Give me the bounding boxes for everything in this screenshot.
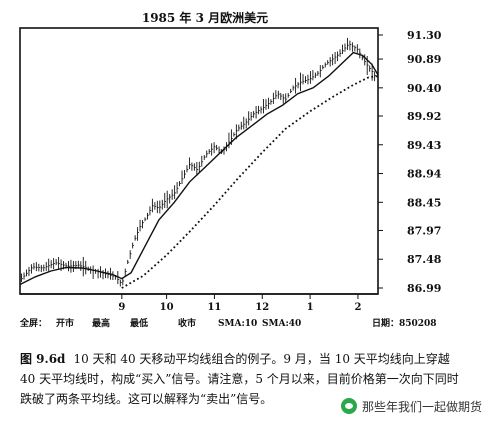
series-sma10-line bbox=[19, 51, 379, 286]
legend-sma10: SMA:10 bbox=[218, 319, 257, 329]
y-tick-label: 90.40 bbox=[407, 82, 442, 95]
date-label: 日期：850208 bbox=[372, 317, 437, 329]
plot-frame bbox=[19, 27, 379, 295]
y-tick-label: 90.89 bbox=[407, 53, 441, 66]
x-tick-label: 1 bbox=[307, 302, 314, 313]
y-tick-label: 89.92 bbox=[407, 110, 441, 123]
legend-high: 最高 bbox=[92, 317, 110, 329]
y-tick-label: 87.48 bbox=[407, 253, 442, 266]
y-tick-label: 89.43 bbox=[407, 139, 441, 152]
x-tick-label: 12 bbox=[255, 302, 269, 313]
legend-open: 开市 bbox=[56, 317, 74, 329]
x-tick-label: 9 bbox=[118, 302, 125, 313]
legend-low: 最低 bbox=[130, 317, 148, 329]
figure-caption: 图 9.6d 10 天和 40 天移动平均线组合的例子。9 月，当 10 天平均线… bbox=[20, 349, 465, 409]
legend-sma40: SMA:40 bbox=[262, 319, 301, 329]
watermark: 那些年我们一起做期货 bbox=[336, 395, 486, 417]
legend-fullscreen: 全屏： bbox=[19, 317, 47, 329]
chart-title: 1985 年 3 月欧洲美元 bbox=[142, 10, 268, 25]
x-tick-label: 2 bbox=[354, 302, 361, 313]
x-axis-ticks: 9 10 11 12 1 2 bbox=[118, 294, 361, 313]
watermark-text: 那些年我们一起做期货 bbox=[361, 399, 482, 414]
y-tick-label: 88.94 bbox=[407, 168, 442, 181]
y-tick-label: 87.97 bbox=[407, 224, 441, 237]
price-bars bbox=[21, 37, 377, 287]
y-axis-ticks: 91.30 90.89 90.40 89.92 89.43 88.94 88.45 87.97… bbox=[378, 29, 442, 295]
wechat-logo-icon bbox=[340, 398, 357, 414]
caption-figure-label: 图 9.6d bbox=[20, 352, 66, 366]
chart: 1985 年 3 月欧洲美元 91.30 90.89 90.40 89.92 89.43… bbox=[19, 10, 442, 329]
series-sma40-line bbox=[121, 75, 379, 289]
x-tick-label: 11 bbox=[207, 302, 221, 313]
caption-text: 10 天和 40 天移动平均线组合的例子。9 月，当 10 天平均线向上穿越 4… bbox=[20, 352, 459, 406]
y-tick-label: 88.45 bbox=[407, 196, 441, 209]
x-tick-label: 10 bbox=[160, 302, 174, 313]
legend-close: 收市 bbox=[178, 317, 196, 329]
chart-footer-legend: 全屏： 开市 最高 最低 收市 SMA:10 SMA:40 日期：850208 bbox=[19, 317, 437, 329]
y-tick-label: 86.99 bbox=[407, 282, 441, 295]
y-tick-label: 91.30 bbox=[407, 29, 442, 42]
